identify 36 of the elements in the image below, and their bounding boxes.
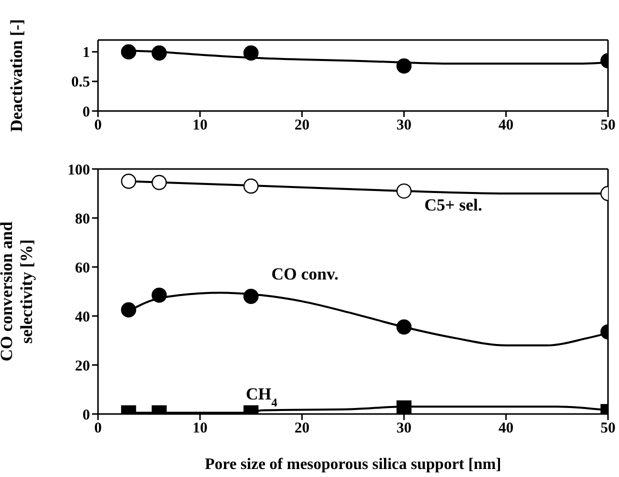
y-tick-label: 20	[75, 358, 90, 374]
y-tick-label: 0	[82, 407, 90, 424]
x-axis-title: Pore size of mesoporous silica support [nm]	[204, 456, 502, 473]
x-tick-label: 10	[192, 420, 208, 437]
x-tick-label: 10	[192, 118, 208, 134]
x-tick-label: 20	[294, 118, 310, 134]
x-tick-label: 40	[498, 420, 514, 437]
y-tick-label: 0.5	[71, 74, 90, 91]
point	[243, 288, 259, 304]
x-tick-label: 30	[396, 420, 412, 437]
x-tick-label: 30	[396, 118, 412, 134]
y-tick-label: 60	[75, 260, 90, 276]
y-tick-label: 1	[82, 45, 90, 62]
x-tick-label: 50	[600, 118, 616, 134]
x-tick-label: 0	[94, 118, 102, 134]
series-label: C5+ sel.	[424, 196, 482, 215]
x-tick-label: 50	[600, 420, 616, 437]
y-tick-label: 0	[82, 104, 90, 120]
point	[243, 178, 259, 194]
point	[152, 45, 167, 61]
y-axis-title: Deactivation [-]	[7, 19, 26, 132]
series-label: CO conv.	[271, 264, 338, 284]
x-tick-label: 20	[294, 420, 310, 437]
series-label: CH$_{4}$	[246, 384, 278, 410]
point	[121, 44, 136, 60]
point	[121, 174, 136, 189]
point	[152, 288, 167, 303]
x-tick-label: 40	[498, 118, 514, 134]
point	[121, 302, 136, 318]
point	[243, 45, 259, 61]
y-tick-label: 100	[68, 162, 90, 178]
point	[152, 174, 167, 190]
x-tick-label: 0	[94, 420, 102, 437]
y-tick-label: 40	[75, 309, 90, 326]
y-axis-title: CO conversion and selectivity [%]	[0, 221, 36, 362]
y-tick-label: 80	[75, 211, 90, 228]
